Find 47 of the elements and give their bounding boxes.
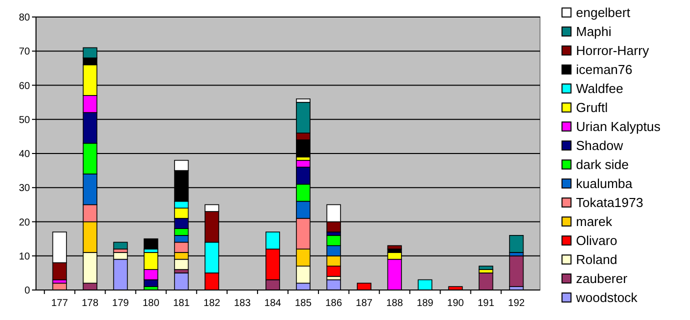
legend-label: Shadow (576, 138, 624, 153)
y-tick-label: 50 (18, 114, 30, 126)
y-tick-label: 40 (18, 149, 30, 160)
x-tick-label: 179 (112, 298, 130, 309)
x-tick-label: 192 (508, 298, 526, 309)
y-tick-label: 30 (18, 183, 30, 194)
legend-label: zauberer (576, 271, 628, 286)
x-tick-label: 180 (142, 298, 160, 309)
legend-label: engelbert (576, 5, 631, 20)
x-tick-label: 184 (264, 298, 282, 309)
x-tick-label: 185 (294, 298, 312, 309)
bar (478, 266, 494, 270)
x-tick-label: 191 (478, 298, 495, 309)
legend-label: dark side (576, 157, 629, 172)
x-tick-label: 188 (386, 298, 404, 309)
x-tick-label: 181 (173, 298, 190, 309)
y-tick-label: 60 (18, 80, 30, 92)
legend-label: kualumba (576, 176, 634, 191)
y-tick-label: 70 (18, 46, 30, 58)
y-tick-label: 0 (24, 286, 30, 296)
x-tick-label: 177 (51, 298, 68, 309)
x-tick-label: 187 (356, 298, 373, 309)
bar (387, 245, 402, 250)
x-tick-label: 189 (416, 298, 434, 309)
legend-label: Horror-Harry (576, 43, 650, 58)
x-tick-label: 182 (204, 298, 221, 309)
x-tick-label: 183 (234, 298, 252, 309)
legend-label: Gruftl (576, 100, 608, 115)
y-tick-label: 20 (18, 217, 30, 228)
legend-label: iceman76 (576, 62, 632, 77)
legend-label: marek (576, 214, 613, 229)
legend-label: Maphi (576, 24, 612, 39)
bar (113, 242, 128, 250)
bar (509, 255, 524, 287)
legend-label: woodstock (575, 290, 638, 305)
legend-label: Waldfee (576, 81, 624, 96)
x-tick-label: 190 (447, 298, 464, 309)
bar (509, 235, 524, 253)
legend-label: Olivaro (576, 233, 618, 248)
y-tick-label: 10 (18, 251, 30, 262)
legend-label: Urian Kalyptus (576, 119, 662, 134)
legend-label: Tokata1973 (576, 195, 644, 210)
x-tick-label: 178 (82, 298, 99, 309)
y-tick-label: 80 (18, 12, 30, 24)
legend-label: Roland (576, 252, 618, 267)
bar (144, 238, 158, 250)
x-tick-label: 186 (325, 298, 342, 309)
